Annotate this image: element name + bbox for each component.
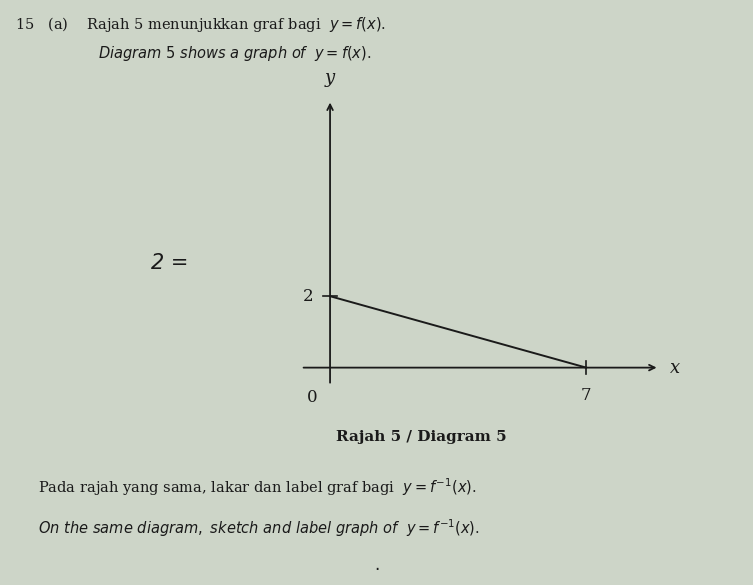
Text: Pada rajah yang sama, lakar dan label graf bagi  $y = f^{-1}(x)$.: Pada rajah yang sama, lakar dan label gr… (38, 477, 477, 498)
Text: y: y (325, 69, 335, 87)
Text: 15   (a)    Rajah 5 menunjukkan graf bagi  $y = f(x)$.: 15 (a) Rajah 5 menunjukkan graf bagi $y … (15, 15, 386, 33)
Text: 2 =: 2 = (151, 253, 188, 273)
Text: 2: 2 (303, 288, 313, 305)
Text: $\it{Diagram\ 5\ shows\ a\ graph\ of}$  $\it{y = f(x)}$.: $\it{Diagram\ 5\ shows\ a\ graph\ of}$ $… (98, 44, 371, 63)
Text: 0: 0 (306, 389, 317, 406)
Text: Rajah 5 / Diagram 5: Rajah 5 / Diagram 5 (337, 430, 507, 444)
Text: x: x (670, 359, 681, 377)
Text: $\it{On\ the\ same\ diagram,\ sketch\ and\ label\ graph\ of}$  $\it{y = f^{-1}(x: $\it{On\ the\ same\ diagram,\ sketch\ an… (38, 518, 480, 539)
Text: .: . (374, 556, 379, 574)
Text: 7: 7 (581, 387, 592, 404)
